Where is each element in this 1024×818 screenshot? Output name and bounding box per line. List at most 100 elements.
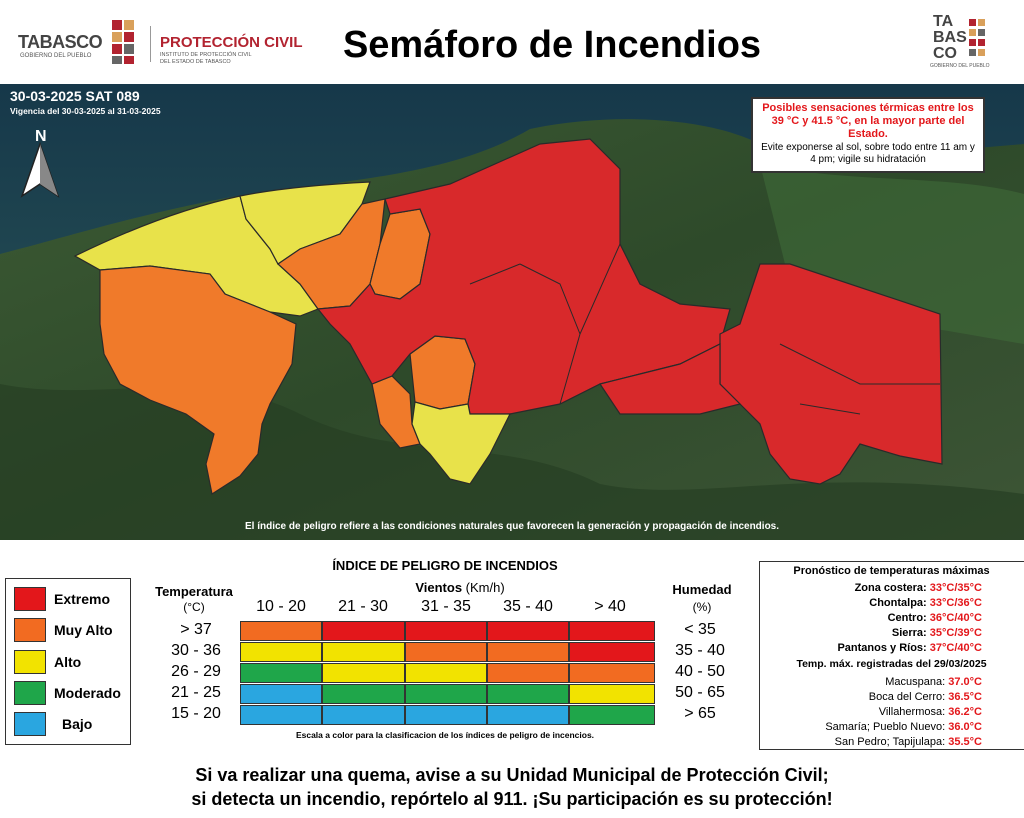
humidity-range: > 65 [684,705,716,722]
recorded-station: San Pedro; Tapijulapa: 35.5°C [760,736,982,748]
grid-cell-moderado [240,663,322,683]
recorded-station-value: 37.0°C [948,676,982,688]
temperature-range: 21 - 25 [171,684,221,701]
forecast-zone-value: 33°C/36°C [929,597,982,609]
north-label: N [35,128,47,145]
wind-header-unit: (Km/h) [465,580,505,595]
tabasco-logo: TA BAS CO GOBIERNO DEL PUEBLO [928,14,998,74]
forecast-zone-value: 37°C/40°C [929,642,982,654]
danger-legend: Extremo Muy Alto Alto Moderado Bajo [5,578,131,745]
boundary-lines [469,243,940,415]
index-title: ÍNDICE DE PELIGRO DE INCENDIOS [332,558,558,573]
forecast-zone-value: 35°C/39°C [929,627,982,639]
forecast-zone-value: 33°C/35°C [929,582,982,594]
logo-brand-sub: GOBIERNO DEL PUEBLO [20,53,92,59]
region-muyalto-west [99,265,297,495]
logo-agency-sub1: INSTITUTO DE PROTECCIÓN CIVIL [160,52,252,58]
recorded-station-name: Macuspana: [885,676,946,688]
temperature-range: > 37 [180,621,212,638]
legend-item-alto: Alto [14,650,126,674]
grid-cell-extremo [487,621,569,641]
legend-swatch [14,618,46,642]
region-alto-south [411,401,511,485]
legend-label: Extremo [54,591,111,607]
forecast-zone: Chontalpa: 33°C/36°C [760,597,982,609]
temperature-range: 30 - 36 [171,642,221,659]
wind-range: 35 - 40 [503,598,553,615]
region-extremo-center [316,138,731,415]
forecast-zone: Zona costera: 33°C/35°C [760,582,982,594]
grid-cell-extremo [322,621,405,641]
recorded-station: Boca del Cerro: 36.5°C [760,691,982,703]
legend-swatch [14,650,46,674]
forecast-zone: Sierra: 35°C/39°C [760,627,982,639]
recorded-station-name: Boca del Cerro: [868,691,946,703]
humidity-range: 40 - 50 [675,663,725,680]
grid-cell-extremo [569,621,655,641]
region-extremo-east [719,263,943,485]
legend-item-muy-alto: Muy Alto [14,618,126,642]
index-caption: Escala a color para la clasificacion de … [295,730,595,740]
legend-swatch [14,712,46,736]
legend-label: Alto [54,654,82,670]
legend-swatch [14,681,46,705]
legend-item-bajo: Bajo [14,712,126,736]
grid-cell-bajo [322,705,405,725]
recorded-station-name: San Pedro; Tapijulapa: [834,736,946,748]
alert-body: Evite exponerse al sol, sobre todo entre… [761,142,975,165]
forecast-zone-name: Chontalpa: [869,597,927,609]
humidity-range: 35 - 40 [675,642,725,659]
wind-header-label: Vientos [415,580,463,595]
recorded-station-value: 36.2°C [948,706,982,718]
wind-range: 10 - 20 [256,598,306,615]
grid-cell-moderado [322,684,405,704]
recorded-station-value: 36.5°C [948,691,982,703]
map-canvas [0,84,1024,540]
protection-civil-logo: TABASCO GOBIERNO DEL PUEBLO PROTECCIÓN C… [18,18,308,68]
logo-right-line2: BAS [933,29,967,46]
recorded-station-name: Villahermosa: [878,706,946,718]
recorded-station-name: Samaría; Pueblo Nuevo: [825,721,946,733]
legend-label: Bajo [62,716,93,732]
legend-label: Moderado [54,685,121,701]
grid-cell-alto [240,642,322,662]
map-note: El índice de peligro refiere a las condi… [244,521,780,532]
footer-line-2: si detecta un incendio, repórtelo al 911… [191,789,833,809]
grid-cell-alto [569,684,655,704]
grid-cell-extremo [405,621,487,641]
tabasco-emblem-icon [112,20,134,64]
recorded-title: Temp. máx. registradas del 29/03/2025 [796,658,987,670]
grid-cell-muy-alto [487,642,569,662]
grid-cell-bajo [405,705,487,725]
logo-right-sub: GOBIERNO DEL PUEBLO [930,63,990,69]
wind-range: 31 - 35 [421,598,471,615]
forecast-zone: Centro: 36°C/40°C [760,612,982,624]
recorded-station: Samaría; Pueblo Nuevo: 36.0°C [760,721,982,733]
heat-alert-box: Posibles sensaciones térmicas entre los … [751,97,985,173]
legend-item-extremo: Extremo [14,587,126,611]
grid-cell-bajo [487,705,569,725]
forecast-zone: Pantanos y Ríos: 37°C/40°C [760,642,982,654]
recorded-station-value: 36.0°C [948,721,982,733]
grid-cell-muy-alto [487,663,569,683]
bulletin-id: 30-03-2025 SAT 089 [10,88,140,104]
grid-cell-muy-alto [240,621,322,641]
wind-header: Vientos (Km/h) [380,580,540,595]
header: TABASCO GOBIERNO DEL PUEBLO PROTECCIÓN C… [0,0,1024,84]
north-arrow-shade-icon [40,144,58,196]
humidity-unit: (%) [692,600,712,614]
grid-cell-extremo [569,642,655,662]
wind-range: > 40 [594,598,626,615]
humidity-range: 50 - 65 [675,684,725,701]
temperature-range: 26 - 29 [171,663,221,680]
tabasco-emblem-icon [969,19,985,56]
bulletin-validity: Vigencia del 30-03-2025 al 31-03-2025 [10,106,161,116]
forecast-zone-name: Centro: [887,612,927,624]
humidity-header: Humedad [672,582,732,597]
grid-cell-moderado [487,684,569,704]
logo-right-line3: CO [933,45,957,62]
state-map: 30-03-2025 SAT 089 Vigencia del 30-03-20… [0,84,1024,540]
grid-cell-bajo [240,684,322,704]
recorded-station: Villahermosa: 36.2°C [760,706,982,718]
